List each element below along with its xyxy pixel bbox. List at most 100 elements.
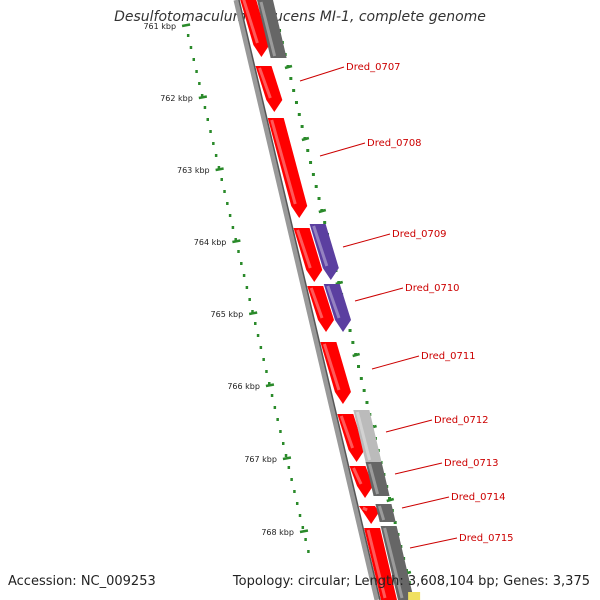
gene-leader-line: [401, 496, 450, 509]
gc-dot: [357, 365, 361, 368]
gc-dot: [314, 185, 318, 188]
reverse-feature: [309, 224, 339, 280]
tick-dot: [295, 502, 299, 505]
tick-dot: [223, 190, 226, 193]
outer-tick-mark: [335, 280, 344, 286]
forward-feature-highlight: [322, 343, 341, 391]
scale-ticks: 761 kbp 762 kbp 763 kbp 764 kbp 765 kbp 766 k…: [143, 22, 412, 576]
gc-dot: [362, 389, 366, 392]
forward-feature: [267, 118, 308, 218]
tick-dot: [293, 490, 296, 493]
gene-label[interactable]: Dred_0713: [444, 458, 499, 469]
accession-text: Accession: NC_009253: [8, 574, 156, 589]
reverse-feature: [257, 0, 287, 58]
gene-leader-line: [371, 355, 420, 370]
forward-feature-highlight: [352, 467, 363, 485]
gc-dot: [365, 401, 369, 404]
forward-feature-highlight: [339, 415, 354, 449]
tick-dot: [273, 406, 277, 409]
outer-tick-mark: [284, 64, 293, 70]
forward-feature: [320, 342, 351, 404]
tick-dot: [251, 310, 254, 313]
tick-dot: [304, 538, 307, 541]
tick-dot: [307, 550, 310, 553]
tick-dot: [245, 286, 249, 289]
outer-tick-mark: [386, 497, 395, 503]
tick-dot: [206, 118, 209, 121]
gene-label[interactable]: Dred_0714: [451, 492, 506, 503]
tick-dot: [268, 382, 271, 385]
gc-dot: [294, 101, 298, 104]
gc-dot: [292, 89, 296, 92]
forward-feature: [337, 414, 365, 462]
tick-mark: [215, 167, 224, 172]
forward-feature: [307, 286, 335, 332]
gc-dot: [300, 125, 304, 128]
gc-dot: [388, 497, 392, 500]
tick-dot: [270, 394, 274, 397]
map-title: Desulfotomaculum reducens MI-1, complete…: [114, 9, 486, 25]
forward-feature-highlight: [362, 506, 368, 512]
forward-feature: [358, 506, 380, 524]
gc-dot: [311, 173, 315, 176]
tick-dot: [234, 238, 237, 241]
gene-leader-line: [354, 287, 404, 302]
tick-dot: [214, 154, 218, 157]
gene-labels: Dred_0707 Dred_0708 Dred_0709 Dred_0710 Dred…: [299, 62, 514, 549]
reverse-feature: [375, 504, 396, 522]
forward-feature-highlight: [258, 67, 272, 99]
gene-label[interactable]: Dred_0709: [392, 229, 447, 240]
gc-dot: [306, 149, 310, 152]
forward-feature: [293, 228, 323, 282]
gene-label[interactable]: Dred_0712: [434, 415, 489, 426]
tick-mark: [232, 239, 241, 244]
forward-feature-highlight: [296, 229, 312, 269]
tick-dot: [242, 274, 246, 277]
tick-dot: [276, 418, 279, 421]
gene-label[interactable]: Dred_0708: [367, 138, 422, 149]
tick-dot: [281, 442, 285, 445]
tick-dot: [189, 46, 193, 49]
gc-dot: [289, 77, 293, 80]
tick-dot: [237, 250, 240, 253]
gene-label[interactable]: Dred_0715: [459, 533, 514, 544]
gene-label[interactable]: Dred_0707: [346, 62, 401, 73]
tick-dot: [240, 262, 243, 265]
gene-leader-line: [385, 419, 433, 433]
reverse-feature-highlight: [259, 1, 277, 57]
tick-dot: [192, 58, 196, 61]
reverse-feature-highlight: [383, 527, 404, 599]
gc-dot: [297, 113, 301, 116]
reverse-feature-highlight: [368, 463, 380, 495]
backbone-line-inner: [238, 0, 381, 600]
gene-leader-line: [409, 537, 458, 549]
outer-tick-mark: [301, 136, 310, 142]
reverse-feature-highlight: [378, 505, 386, 521]
forward-feature-highlight: [309, 287, 324, 319]
tick-label: 761 kbp: [143, 22, 176, 31]
tick-dot: [228, 214, 232, 217]
gc-dot: [323, 221, 327, 224]
tick-label: 764 kbp: [194, 238, 227, 247]
outer-tick-mark: [352, 352, 361, 358]
tick-mark: [282, 456, 292, 461]
gene-leader-line: [394, 462, 443, 475]
gene-label[interactable]: Dred_0710: [405, 283, 460, 294]
tick-dot: [265, 370, 268, 373]
gene-label[interactable]: Dred_0711: [421, 351, 476, 362]
outer-tick-mark: [318, 208, 327, 214]
tick-label: 765 kbp: [211, 310, 244, 319]
tick-mark: [198, 95, 208, 100]
tick-label: 766 kbp: [227, 382, 260, 391]
tick-dot: [212, 142, 215, 145]
gc-dot: [393, 521, 397, 524]
tick-dot: [298, 514, 302, 517]
forward-feature-highlight: [270, 119, 297, 205]
tick-dot: [186, 34, 190, 37]
tick-dot: [262, 358, 265, 361]
gc-dot: [351, 341, 355, 344]
tick-dot: [287, 466, 291, 469]
forward-feature: [349, 466, 374, 498]
reverse-feature: [380, 526, 414, 600]
